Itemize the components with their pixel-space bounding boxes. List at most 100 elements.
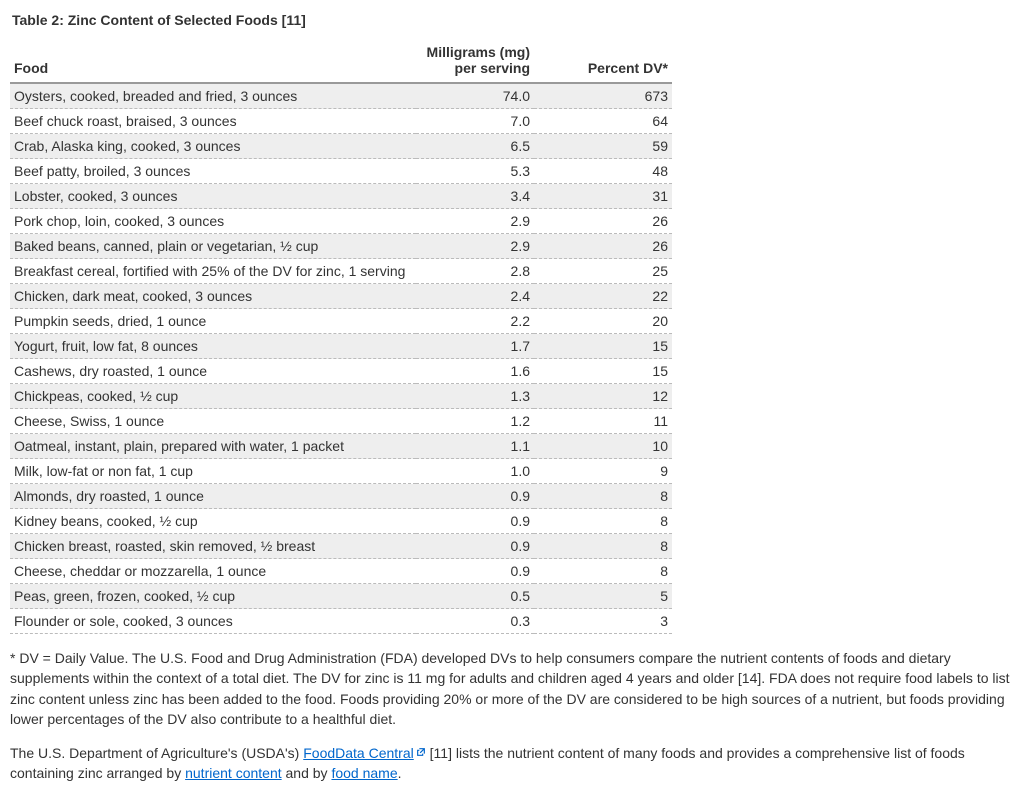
cell-mg: 2.8 [416, 259, 534, 284]
cell-dv: 25 [534, 259, 672, 284]
cell-dv: 673 [534, 83, 672, 109]
cell-mg: 0.9 [416, 534, 534, 559]
table-row: Yogurt, fruit, low fat, 8 ounces1.715 [10, 334, 672, 359]
cell-dv: 48 [534, 159, 672, 184]
cell-mg: 0.3 [416, 609, 534, 634]
table-row: Kidney beans, cooked, ½ cup0.98 [10, 509, 672, 534]
table-row: Pumpkin seeds, dried, 1 ounce2.220 [10, 309, 672, 334]
cell-food: Beef chuck roast, braised, 3 ounces [10, 109, 416, 134]
cell-food: Chicken, dark meat, cooked, 3 ounces [10, 284, 416, 309]
cell-dv: 3 [534, 609, 672, 634]
cell-food: Flounder or sole, cooked, 3 ounces [10, 609, 416, 634]
table-row: Crab, Alaska king, cooked, 3 ounces6.559 [10, 134, 672, 159]
cell-mg: 6.5 [416, 134, 534, 159]
usda-text-pre: The U.S. Department of Agriculture's (US… [10, 745, 303, 761]
food-name-link[interactable]: food name [331, 765, 397, 781]
cell-food: Kidney beans, cooked, ½ cup [10, 509, 416, 534]
table-title: Table 2: Zinc Content of Selected Foods … [10, 8, 672, 38]
dv-footnote: * DV = Daily Value. The U.S. Food and Dr… [10, 648, 1014, 729]
col-header-mg: Milligrams (mg) per serving [416, 38, 534, 83]
usda-paragraph: The U.S. Department of Agriculture's (US… [10, 743, 1014, 784]
cell-mg: 1.3 [416, 384, 534, 409]
cell-dv: 15 [534, 334, 672, 359]
table-row: Chicken breast, roasted, skin removed, ½… [10, 534, 672, 559]
usda-text-post: . [398, 765, 402, 781]
nutrient-content-link[interactable]: nutrient content [185, 765, 282, 781]
cell-food: Pork chop, loin, cooked, 3 ounces [10, 209, 416, 234]
cell-food: Yogurt, fruit, low fat, 8 ounces [10, 334, 416, 359]
cell-mg: 3.4 [416, 184, 534, 209]
cell-dv: 10 [534, 434, 672, 459]
cell-dv: 26 [534, 209, 672, 234]
zinc-table-container: Table 2: Zinc Content of Selected Foods … [10, 8, 672, 634]
cell-mg: 0.9 [416, 559, 534, 584]
cell-food: Almonds, dry roasted, 1 ounce [10, 484, 416, 509]
cell-food: Lobster, cooked, 3 ounces [10, 184, 416, 209]
table-row: Peas, green, frozen, cooked, ½ cup0.55 [10, 584, 672, 609]
col-header-food: Food [10, 38, 416, 83]
cell-food: Cashews, dry roasted, 1 ounce [10, 359, 416, 384]
cell-dv: 9 [534, 459, 672, 484]
cell-mg: 0.5 [416, 584, 534, 609]
cell-dv: 8 [534, 484, 672, 509]
table-header-row: Food Milligrams (mg) per serving Percent… [10, 38, 672, 83]
table-row: Almonds, dry roasted, 1 ounce0.98 [10, 484, 672, 509]
table-row: Lobster, cooked, 3 ounces3.431 [10, 184, 672, 209]
cell-food: Oysters, cooked, breaded and fried, 3 ou… [10, 83, 416, 109]
col-header-dv: Percent DV* [534, 38, 672, 83]
cell-dv: 20 [534, 309, 672, 334]
table-row: Chickpeas, cooked, ½ cup1.312 [10, 384, 672, 409]
cell-dv: 8 [534, 534, 672, 559]
cell-mg: 2.2 [416, 309, 534, 334]
fooddata-central-link[interactable]: FoodData Central [303, 745, 414, 761]
cell-mg: 1.7 [416, 334, 534, 359]
cell-food: Peas, green, frozen, cooked, ½ cup [10, 584, 416, 609]
cell-food: Pumpkin seeds, dried, 1 ounce [10, 309, 416, 334]
table-row: Baked beans, canned, plain or vegetarian… [10, 234, 672, 259]
cell-food: Cheese, cheddar or mozzarella, 1 ounce [10, 559, 416, 584]
cell-mg: 0.9 [416, 484, 534, 509]
cell-dv: 12 [534, 384, 672, 409]
table-row: Pork chop, loin, cooked, 3 ounces2.926 [10, 209, 672, 234]
cell-food: Baked beans, canned, plain or vegetarian… [10, 234, 416, 259]
cell-mg: 1.6 [416, 359, 534, 384]
cell-food: Breakfast cereal, fortified with 25% of … [10, 259, 416, 284]
table-row: Cashews, dry roasted, 1 ounce1.615 [10, 359, 672, 384]
cell-mg: 0.9 [416, 509, 534, 534]
table-row: Cheese, cheddar or mozzarella, 1 ounce0.… [10, 559, 672, 584]
table-row: Flounder or sole, cooked, 3 ounces0.33 [10, 609, 672, 634]
cell-dv: 5 [534, 584, 672, 609]
cell-mg: 1.1 [416, 434, 534, 459]
cell-dv: 22 [534, 284, 672, 309]
cell-mg: 74.0 [416, 83, 534, 109]
table-row: Cheese, Swiss, 1 ounce1.211 [10, 409, 672, 434]
table-row: Oatmeal, instant, plain, prepared with w… [10, 434, 672, 459]
cell-dv: 59 [534, 134, 672, 159]
cell-food: Oatmeal, instant, plain, prepared with w… [10, 434, 416, 459]
cell-food: Crab, Alaska king, cooked, 3 ounces [10, 134, 416, 159]
cell-mg: 2.9 [416, 209, 534, 234]
cell-food: Chickpeas, cooked, ½ cup [10, 384, 416, 409]
cell-dv: 8 [534, 509, 672, 534]
usda-text-mid2: and by [282, 765, 332, 781]
cell-mg: 5.3 [416, 159, 534, 184]
cell-mg: 7.0 [416, 109, 534, 134]
cell-dv: 15 [534, 359, 672, 384]
cell-dv: 26 [534, 234, 672, 259]
cell-food: Milk, low-fat or non fat, 1 cup [10, 459, 416, 484]
table-row: Beef patty, broiled, 3 ounces5.348 [10, 159, 672, 184]
table-row: Chicken, dark meat, cooked, 3 ounces2.42… [10, 284, 672, 309]
table-row: Oysters, cooked, breaded and fried, 3 ou… [10, 83, 672, 109]
cell-dv: 11 [534, 409, 672, 434]
cell-food: Beef patty, broiled, 3 ounces [10, 159, 416, 184]
cell-dv: 8 [534, 559, 672, 584]
cell-dv: 31 [534, 184, 672, 209]
external-link-icon [416, 747, 426, 757]
zinc-content-table: Food Milligrams (mg) per serving Percent… [10, 38, 672, 634]
cell-dv: 64 [534, 109, 672, 134]
cell-food: Cheese, Swiss, 1 ounce [10, 409, 416, 434]
cell-mg: 2.9 [416, 234, 534, 259]
cell-food: Chicken breast, roasted, skin removed, ½… [10, 534, 416, 559]
cell-mg: 1.0 [416, 459, 534, 484]
table-row: Breakfast cereal, fortified with 25% of … [10, 259, 672, 284]
